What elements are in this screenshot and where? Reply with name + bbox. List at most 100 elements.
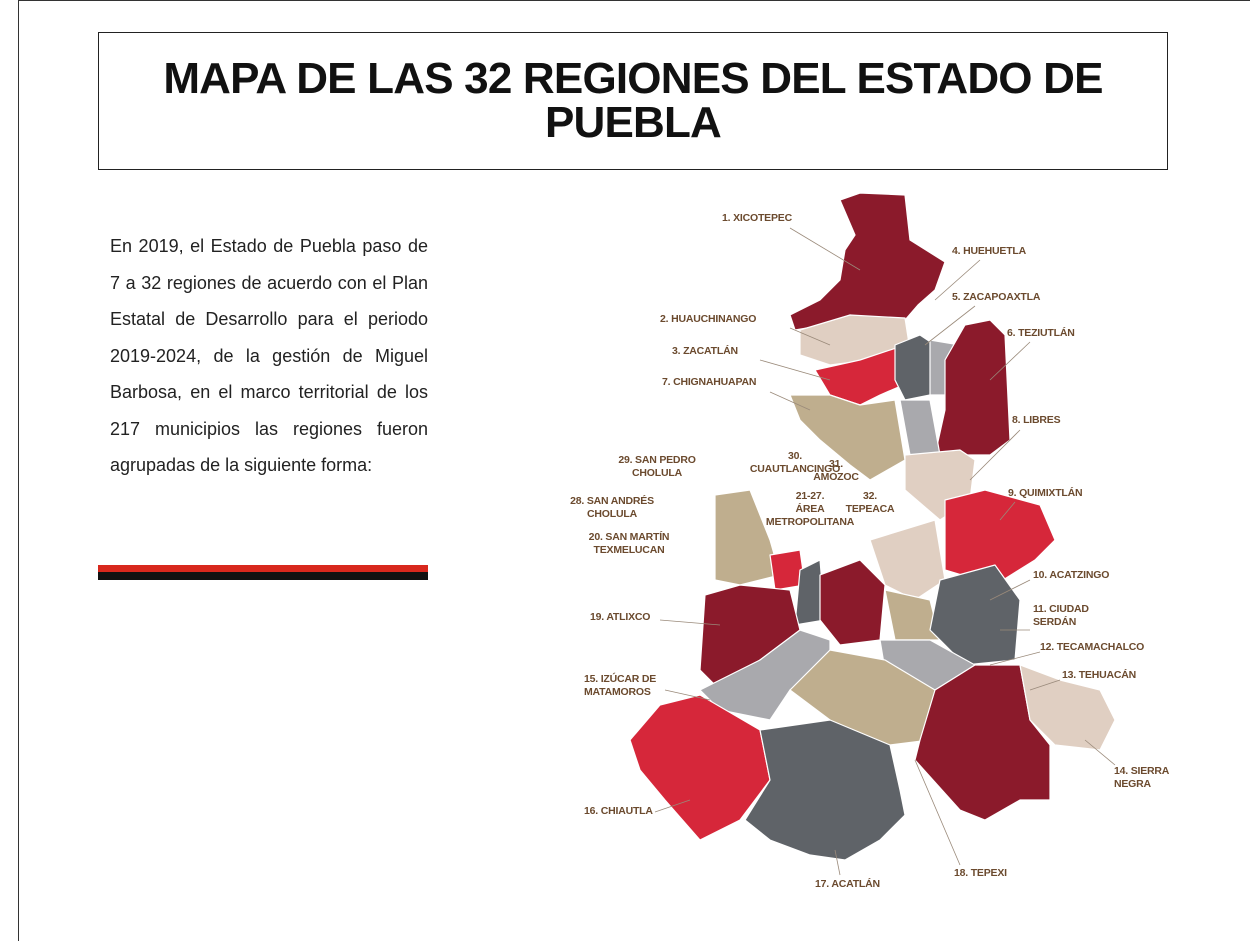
region-label: 12. TECAMACHALCO [1040,641,1144,654]
region-label-line: 6. TEZIUTLÁN [1007,327,1075,339]
region-label: 13. TEHUACÁN [1062,669,1136,682]
region-label: 6. TEZIUTLÁN [1007,327,1075,340]
region-label-line: 28. SAN ANDRÉS [570,495,654,507]
region-label: 3. ZACATLÁN [672,345,738,358]
region-label: 21-27. ÁREA METROPOLITANA [766,490,854,529]
region [869,519,946,601]
region-label-line: 7. CHIGNAHUAPAN [662,376,757,388]
leader-line [769,391,811,411]
region-label-line: ÁREA [795,503,825,515]
region-label-line: MATAMOROS [584,686,651,698]
region-label: 15. IZÚCAR DE MATAMOROS [584,673,656,699]
region-label: 18. TEPEXI [954,867,1007,880]
region-label-line: METROPOLITANA [765,516,855,528]
region-label: 28. SAN ANDRÉS CHOLULA [570,495,654,521]
region-label-line: NEGRA [1114,778,1151,790]
region-label-line: CHOLULA [632,467,682,479]
region-label-line: 15. IZÚCAR DE [584,673,657,685]
region [789,394,906,481]
region-label: 32. TEPEACA [846,490,895,516]
region-label-line: AMOZOC [813,471,859,483]
region-label-line: SERDÁN [1033,616,1077,628]
leader-line [789,327,831,346]
region-label: 7. CHIGNAHUAPAN [662,376,756,389]
leader-line [834,849,841,876]
region-label-line: CUAUTLANCINGO [749,463,841,475]
leader-line [654,799,691,813]
region [789,192,946,331]
leader-line [999,501,1016,521]
region-label-line: CHOLULA [587,508,637,520]
region-label: 19. ATLIXCO [590,611,650,624]
region-label-line: 19. ATLIXCO [590,611,651,623]
region-label-line: 11. CIUDAD [1033,603,1089,615]
region-label: 16. CHIAUTLA [584,805,653,818]
leader-line [1084,739,1116,766]
leader-line [989,579,1031,601]
region [899,399,941,456]
region-label: 1. XICOTEPEC [722,212,792,225]
leader-line [924,305,976,346]
region [629,694,771,841]
region-label-line: 12. TECAMACHALCO [1040,641,1145,653]
region-label: 11. CIUDAD SERDÁN [1033,603,1089,629]
region-label-line: TEXMELUCAN [593,544,665,556]
leader-line [659,619,721,626]
region [744,719,906,861]
region-label-line: 1. XICOTEPEC [722,212,792,224]
region-label: 14. SIERRA NEGRA [1114,765,1169,791]
region [944,489,1056,586]
leader-line [989,341,1031,381]
region [929,564,1021,666]
leader-line [1029,679,1061,691]
region-label-line: 18. TEPEXI [954,867,1007,879]
region [934,319,1011,456]
region-label-line: 16. CHIAUTLA [584,805,653,817]
region-label-line: 4. HUEHUETLA [952,245,1027,257]
region-label: 20. SAN MARTÍN TEXMELUCAN [589,531,670,557]
region-label-line: 5. ZACAPOAXTLA [952,291,1041,303]
region [1019,664,1116,751]
region-label-line: 17. ACATLÁN [815,878,880,890]
region-label-line: 9. QUIMIXTLÁN [1008,487,1083,499]
region-label-line: 13. TEHUACÁN [1062,669,1137,681]
region [914,664,1051,821]
region-label-line: 14. SIERRA [1114,765,1170,777]
region-label: 10. ACATZINGO [1033,569,1109,582]
leader-line [664,689,711,701]
region-label-line: 10. ACATZINGO [1033,569,1110,581]
accent-bar-red [98,565,428,572]
region-label: 31. AMOZOC [813,458,859,484]
region-label-line: 29. SAN PEDRO [618,454,696,466]
region-label-line: 8. LIBRES [1012,414,1061,426]
slide-title: MAPA DE LAS 32 REGIONES DEL ESTADO DE PU… [163,54,1103,147]
title-box: MAPA DE LAS 32 REGIONES DEL ESTADO DE PU… [98,32,1168,170]
region-label-line: 2. HUAUCHINANGO [660,313,757,325]
region [894,334,936,401]
accent-bar-black [98,572,428,580]
region-label: 29. SAN PEDRO CHOLULA [618,454,696,480]
region-label: 17. ACATLÁN [815,878,880,891]
region [819,559,886,646]
leader-line [914,759,961,866]
region-label-line: 30. [788,450,802,462]
region-label-line: 32. [863,490,877,502]
region-label-line: 3. ZACATLÁN [672,345,738,357]
region-label: 2. HUAUCHINANGO [660,313,756,326]
region-label: 9. QUIMIXTLÁN [1008,487,1083,500]
leader-line [789,227,861,271]
region-label: 8. LIBRES [1012,414,1061,427]
leader-line [989,651,1041,666]
slide-frame [18,0,1250,941]
leader-line [759,359,831,381]
leader-line [934,259,981,301]
region-label-line: 31. [829,458,843,470]
leader-line [969,429,1021,481]
region-label-line: 20. SAN MARTÍN [588,531,670,543]
region-label: 5. ZACAPOAXTLA [952,291,1040,304]
region-label: 30. CUAUTLANCINGO [750,450,840,476]
region-label-line: 21-27. [795,490,825,502]
region-label-line: TEPEACA [845,503,895,515]
